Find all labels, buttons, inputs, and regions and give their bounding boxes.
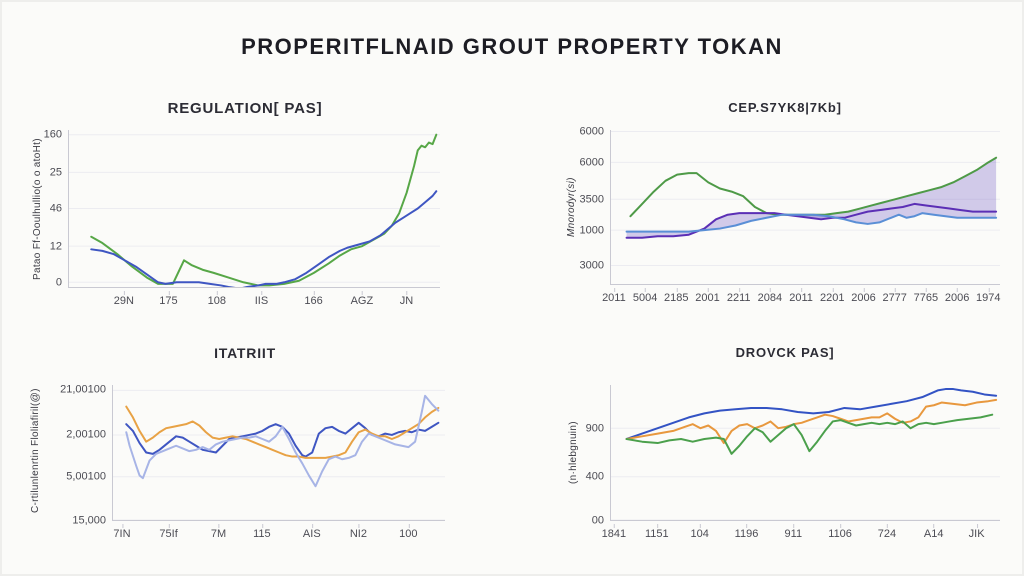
series-line-purple xyxy=(627,204,997,238)
area-fill xyxy=(626,203,997,238)
series-line-green xyxy=(627,415,993,454)
x-tick-label: 1106 xyxy=(828,524,852,540)
y-axis-ticks: 21,00100 2,00100 5,00100 15,000 xyxy=(48,383,106,526)
plot-area xyxy=(112,385,445,521)
y-tick-label: 1000 xyxy=(579,224,604,237)
y-axis-label: C-rtilunlenrtin Floliafiril(@) xyxy=(30,388,41,514)
area-chart xyxy=(611,130,1000,284)
x-tick-label: 2001 xyxy=(695,288,720,304)
x-tick-label: JN xyxy=(399,291,414,307)
x-axis-ticks: 1841 1151 104 1196 911 1106 724 A14 JIK xyxy=(602,524,1000,541)
y-axis-ticks: 6000 6000 3500 1000 3000 xyxy=(560,126,604,285)
y-tick-label: 6000 xyxy=(579,156,604,169)
y-tick-label: 12 xyxy=(49,240,62,253)
x-axis-ticks: 7IN 75If 7M 115 AIS NI2 100 xyxy=(112,524,445,541)
x-tick-label: A14 xyxy=(923,524,944,540)
chart-title: CEP.S7YK8|7Kb] xyxy=(728,100,842,115)
x-tick-label: 2006 xyxy=(851,288,876,304)
x-tick-label: 2011 xyxy=(602,288,626,304)
x-tick-label: 2185 xyxy=(664,288,689,304)
y-tick-label: 15,000 xyxy=(72,514,106,527)
x-tick-label: 108 xyxy=(207,291,226,307)
x-axis-ticks: 2011 5004 2185 2001 2211 2084 2011 2201 2006 2777… xyxy=(602,288,1001,305)
x-tick-label: 1974 xyxy=(976,288,1001,304)
y-tick-label: 21,00100 xyxy=(60,383,106,396)
y-tick-label: 00 xyxy=(591,514,604,527)
x-tick-label: 100 xyxy=(399,524,418,540)
x-tick-label: 1196 xyxy=(734,524,759,540)
y-tick-label: 46 xyxy=(49,202,62,215)
page-title: PROPERITFLNAID GROUT PROPERTY TOKAN xyxy=(241,34,783,59)
area-fill xyxy=(786,157,997,220)
x-tick-label: NI2 xyxy=(349,524,367,540)
chart-title: ITATRIIT xyxy=(214,345,276,361)
series-line-green xyxy=(91,135,436,286)
x-tick-label: 2211 xyxy=(726,288,751,304)
plot-area xyxy=(68,130,440,288)
series-line-orange xyxy=(627,400,997,443)
x-tick-label: 5004 xyxy=(632,288,658,304)
chart-title: DROVCK PAS] xyxy=(735,345,835,360)
x-tick-label: 2084 xyxy=(757,288,783,304)
y-tick-label: 900 xyxy=(585,422,604,435)
line-chart xyxy=(69,130,440,287)
x-tick-label: 7IN xyxy=(113,524,131,540)
x-axis-ticks: 29N 175 108 IIS 166 AGZ JN xyxy=(68,291,440,308)
series-line-blue xyxy=(91,191,436,287)
line-chart xyxy=(113,385,445,520)
x-tick-label: 2011 xyxy=(789,288,813,304)
x-tick-label: 166 xyxy=(304,291,323,307)
y-axis-ticks: 900 400 00 xyxy=(570,385,604,526)
series-line-blue xyxy=(627,389,997,439)
y-tick-label: 400 xyxy=(585,470,604,483)
y-tick-label: 3500 xyxy=(579,193,604,206)
x-tick-label: IIS xyxy=(254,291,269,307)
chart-panel-cep: CEP.S7YK8|7Kb] Mnorodyr(si) 6000 6000 3500… xyxy=(560,88,1010,320)
x-tick-label: JIK xyxy=(968,524,985,540)
series-line-navy xyxy=(126,423,438,457)
x-tick-label: 7765 xyxy=(913,288,939,304)
x-tick-label: 2006 xyxy=(944,288,970,304)
y-tick-label: 5,00100 xyxy=(66,470,106,483)
x-tick-label: AGZ xyxy=(350,291,374,307)
series-line-blue xyxy=(627,213,997,231)
chart-panel-drovck: DROVCK PAS] (n·hlebgnuin) 900 400 00 1841 1… xyxy=(560,333,1010,561)
y-tick-label: 6000 xyxy=(579,125,604,138)
y-axis-ticks: 160 25 46 12 0 xyxy=(30,128,62,289)
line-chart xyxy=(611,385,1000,520)
chart-title: REGULATION[ PAS] xyxy=(167,100,323,117)
x-tick-label: 724 xyxy=(877,524,897,540)
series-line-orange xyxy=(126,407,438,458)
y-tick-label: 2,00100 xyxy=(66,428,106,441)
x-tick-label: 104 xyxy=(690,524,709,540)
series-line-periwinkle xyxy=(126,396,438,486)
x-tick-label: 115 xyxy=(253,524,271,540)
x-tick-label: AIS xyxy=(302,524,321,540)
chart-panel-itatriit: ITATRIIT C-rtilunlenrtin Floliafiril(@) … xyxy=(30,333,460,561)
plot-area xyxy=(610,385,1000,521)
y-tick-label: 3000 xyxy=(579,259,604,272)
x-tick-label: 2201 xyxy=(820,288,845,304)
y-tick-label: 25 xyxy=(49,166,62,179)
x-tick-label: 75If xyxy=(159,524,178,540)
x-tick-label: 7M xyxy=(210,524,227,540)
x-tick-label: 175 xyxy=(159,291,178,307)
x-tick-label: 29N xyxy=(113,291,134,307)
plot-area xyxy=(610,130,1000,285)
chart-panel-regulation: REGULATION[ PAS] Patao Ff-Ooulhullio(o o… xyxy=(30,88,460,320)
y-tick-label: 0 xyxy=(55,276,62,289)
x-tick-label: 911 xyxy=(784,524,803,540)
y-tick-label: 160 xyxy=(43,128,62,141)
x-tick-label: 2777 xyxy=(882,288,907,304)
x-tick-label: 1841 xyxy=(601,524,627,540)
x-tick-label: 1151 xyxy=(644,524,669,540)
